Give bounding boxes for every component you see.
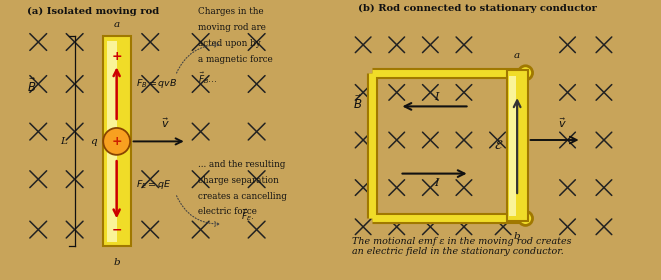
Text: $\vec{B}$: $\vec{B}$ (353, 95, 362, 112)
Text: +: + (111, 135, 122, 148)
Text: L: L (60, 137, 67, 146)
Text: I: I (434, 92, 438, 102)
Text: a: a (514, 51, 520, 60)
Text: creates a cancelling: creates a cancelling (198, 192, 287, 200)
Text: $\vec{v}$: $\vec{v}$ (161, 116, 170, 130)
Bar (510, 76, 516, 216)
Bar (506, 70, 527, 221)
FancyArrowPatch shape (176, 43, 219, 73)
Text: $\vec{F}_B$...: $\vec{F}_B$... (198, 71, 217, 86)
Circle shape (103, 128, 130, 155)
Text: The motional emf ε in the moving rod creates
an electric field in the stationary: The motional emf ε in the moving rod cre… (352, 237, 572, 256)
Text: $\vec{F}_E$.: $\vec{F}_E$. (241, 207, 254, 223)
Text: $\mathcal{E}$: $\mathcal{E}$ (494, 139, 504, 152)
Circle shape (518, 211, 533, 225)
Text: ... and the resulting: ... and the resulting (198, 160, 285, 169)
Text: $F_B = qvB$: $F_B = qvB$ (136, 78, 178, 90)
Text: −: − (112, 223, 122, 236)
Circle shape (518, 66, 533, 80)
FancyArrowPatch shape (176, 196, 219, 226)
Text: $F_E = qE$: $F_E = qE$ (136, 178, 172, 191)
Bar (107, 41, 116, 242)
Bar (102, 36, 131, 246)
Text: q: q (91, 137, 97, 146)
Text: moving rod are: moving rod are (198, 23, 266, 32)
Text: electric force: electric force (198, 207, 260, 216)
Text: (a) Isolated moving rod: (a) Isolated moving rod (27, 7, 159, 16)
Text: $\vec{B}$: $\vec{B}$ (26, 78, 36, 95)
Text: a magnetic force: a magnetic force (198, 55, 272, 64)
Text: b: b (113, 258, 120, 267)
Text: $\vec{v}$: $\vec{v}$ (558, 116, 566, 130)
Text: I: I (434, 178, 438, 188)
Text: +: + (111, 50, 122, 62)
Text: acted upon by: acted upon by (198, 39, 260, 48)
Text: b: b (514, 232, 520, 241)
Text: charge separation: charge separation (198, 176, 279, 185)
Text: Charges in the: Charges in the (198, 7, 264, 16)
Text: a: a (114, 20, 120, 29)
Text: (b) Rod connected to stationary conductor: (b) Rod connected to stationary conducto… (358, 4, 596, 13)
